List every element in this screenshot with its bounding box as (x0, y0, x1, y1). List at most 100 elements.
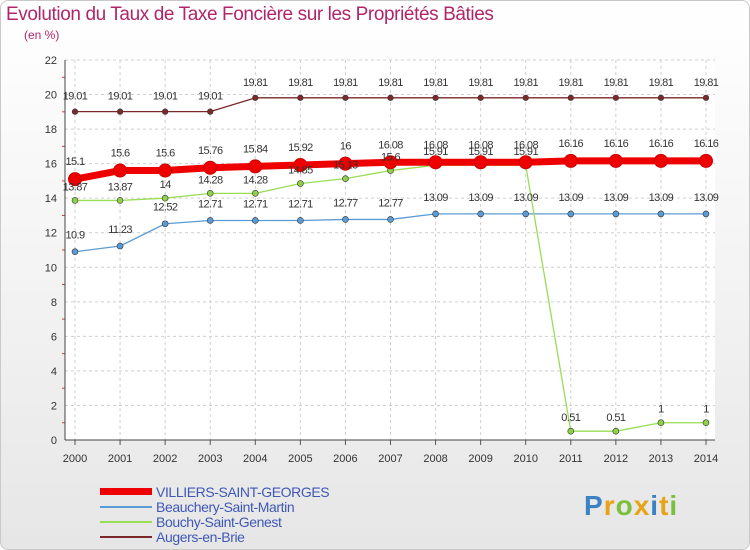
y-tick-label: 10 (45, 262, 57, 274)
data-point (206, 190, 214, 197)
data-label: 19.81 (333, 77, 358, 89)
data-point (116, 197, 124, 204)
legend-item: Augers-en-Brie (100, 528, 329, 545)
data-label: 12.77 (333, 197, 358, 209)
x-tick-label: 2000 (63, 453, 87, 465)
data-label: 12.71 (198, 198, 223, 210)
data-label: 14 (160, 179, 172, 191)
data-label: 19.81 (243, 77, 268, 89)
data-point (567, 210, 575, 218)
legend-swatch (100, 488, 152, 495)
legend-label: Beauchery-Saint-Martin (156, 498, 295, 515)
data-point (567, 94, 574, 101)
chart-title: Evolution du Taux de Taxe Foncière sur l… (6, 4, 494, 25)
y-tick-label: 14 (45, 193, 57, 205)
data-point (608, 153, 623, 168)
data-point (162, 108, 169, 115)
data-point (342, 216, 349, 223)
logo-letter: x (633, 490, 651, 521)
x-tick-label: 2009 (468, 453, 492, 465)
data-point (342, 175, 349, 182)
data-label: 13.09 (604, 192, 629, 204)
x-tick-label: 2013 (649, 453, 673, 465)
x-tick-label: 2010 (513, 453, 537, 465)
x-tick-label: 2004 (243, 453, 267, 465)
data-point (161, 220, 169, 228)
logo-letter: o (615, 490, 634, 521)
data-point (383, 155, 398, 170)
data-point (387, 216, 394, 223)
data-point (612, 427, 620, 435)
data-label: 1 (658, 404, 664, 416)
legend-swatch (100, 505, 152, 508)
data-label: 16 (340, 141, 352, 153)
data-point (702, 210, 710, 218)
data-point (477, 94, 484, 101)
data-label: 15.1 (65, 156, 84, 168)
data-label: 16.16 (559, 138, 584, 150)
y-tick-label: 4 (51, 366, 57, 378)
data-label: 14.28 (198, 174, 223, 186)
data-label: 15.91 (423, 146, 448, 158)
data-label: 13.87 (108, 181, 133, 193)
y-tick-label: 18 (45, 124, 57, 136)
data-label: 16.08 (513, 139, 538, 151)
data-label: 19.81 (288, 77, 313, 89)
data-point (612, 210, 620, 218)
data-label: 12.71 (288, 198, 313, 210)
data-point (158, 163, 173, 178)
data-label: 19.81 (378, 77, 403, 89)
proxiti-logo: Proxiti (584, 490, 678, 522)
legend-label: VILLIERS-SAINT-GEORGES (156, 483, 330, 500)
x-tick-label: 2008 (423, 453, 447, 465)
data-point (71, 248, 79, 256)
data-label: 19.81 (694, 77, 719, 89)
data-point (251, 190, 259, 197)
logo-letter: i (669, 490, 679, 521)
data-point (203, 160, 218, 175)
data-label: 15.6 (111, 148, 130, 160)
data-point (428, 155, 443, 170)
data-point (702, 94, 710, 101)
legend-swatch (100, 520, 152, 523)
y-tick-label: 20 (45, 90, 57, 102)
data-point (297, 217, 304, 224)
logo-letter: r (603, 490, 616, 521)
data-label: 12.52 (153, 202, 178, 214)
data-label: 13.09 (423, 192, 448, 204)
data-label: 19.81 (604, 77, 629, 89)
legend-item: Beauchery-Saint-Martin (100, 498, 329, 515)
data-point (251, 217, 259, 224)
data-point (657, 210, 665, 218)
data-label: 19.81 (468, 77, 493, 89)
data-point (71, 197, 79, 204)
x-tick-label: 2006 (333, 453, 357, 465)
data-label: 13.09 (694, 192, 719, 204)
data-label: 15.76 (198, 145, 223, 157)
y-tick-label: 2 (51, 400, 57, 412)
data-label: 14.28 (243, 174, 268, 186)
data-point (612, 94, 619, 101)
data-point (563, 153, 578, 168)
data-point (342, 94, 349, 101)
data-label: 15.6 (381, 152, 400, 164)
x-tick-label: 2005 (288, 453, 312, 465)
data-point (206, 217, 214, 224)
data-point (699, 153, 713, 168)
data-point (113, 163, 128, 178)
data-label: 13.09 (468, 192, 493, 204)
plot-area (65, 60, 715, 440)
y-tick-label: 22 (45, 55, 57, 67)
data-label: 19.81 (423, 77, 448, 89)
data-label: 16.16 (604, 138, 629, 150)
legend-item: Bouchy-Saint-Genest (100, 514, 329, 530)
x-tick-label: 2011 (559, 453, 583, 465)
x-tick-label: 2003 (198, 453, 222, 465)
data-label: 11.23 (108, 224, 132, 236)
legend-label: Augers-en-Brie (156, 528, 245, 545)
data-label: 0.51 (606, 412, 625, 424)
data-label: 16.08 (468, 139, 493, 151)
data-label: 14.85 (288, 165, 313, 177)
data-point (702, 419, 710, 427)
